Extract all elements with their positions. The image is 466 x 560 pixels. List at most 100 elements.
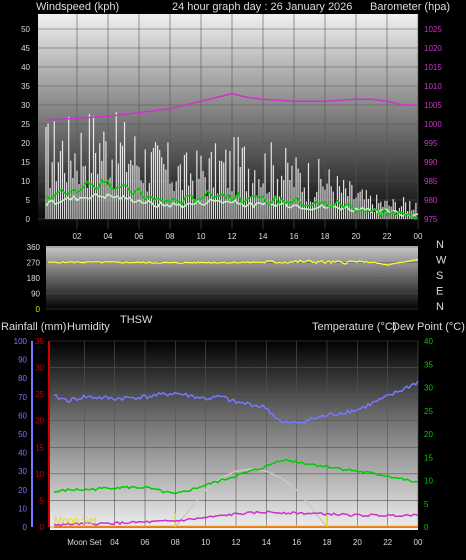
- moon-set-label: Moon Set: [54, 516, 97, 527]
- lower-x-tick-label: 12: [232, 538, 241, 547]
- temperature-tick-label: 25: [424, 407, 433, 416]
- wind-tick-label: 5: [26, 196, 31, 205]
- barometer-tick-label: 1010: [424, 82, 442, 91]
- lower-gridlines: [50, 340, 419, 528]
- temperature-tick-label: 40: [424, 337, 433, 346]
- barometer-tick-label: 985: [424, 177, 438, 186]
- barometer-tick-label: 990: [424, 158, 438, 167]
- wind-x-tick-label: 22: [383, 232, 392, 241]
- barometer-line: [45, 92, 418, 121]
- wind-tick-label: 35: [21, 82, 30, 91]
- dew-point-axis-label: Dew Point (°C): [392, 321, 465, 333]
- temperature-axis-label: Temperature (°C): [312, 321, 396, 333]
- compass-letter: N: [436, 239, 444, 251]
- compass-letter: E: [436, 286, 443, 298]
- wind-tick-label: 30: [21, 101, 30, 110]
- barometer-axis-label: Barometer (hpa): [370, 1, 450, 13]
- rainfall-tick-label: 35: [35, 337, 44, 346]
- humidity-tick-label: 50: [18, 430, 27, 439]
- barometer-tick-label: 975: [424, 215, 438, 224]
- wind-tick-label: 10: [21, 177, 30, 186]
- thsw-label: THSW: [120, 314, 153, 326]
- barometer-tick-label: 980: [424, 196, 438, 205]
- temperature-tick-label: 35: [424, 360, 433, 369]
- rainfall-axis-label: Rainfall (mm): [1, 321, 66, 333]
- barometer-tick-label: 1005: [424, 101, 442, 110]
- wind-tick-label: 0: [26, 215, 31, 224]
- barometer-tick-label: 1025: [424, 25, 442, 34]
- compass-letter: W: [436, 255, 447, 267]
- rainfall-tick-label: 15: [35, 443, 44, 452]
- wind-axis-ticks: 0 5 10 15 20 25 30 35 40 45 50: [21, 25, 30, 224]
- wind-x-tick-label: 06: [135, 232, 144, 241]
- lower-x-tick-label: 08: [171, 538, 180, 547]
- humidity-tick-label: 40: [18, 449, 27, 458]
- humidity-line: [53, 380, 419, 425]
- lower-x-tick-label: Moon Set: [67, 538, 102, 547]
- wind-tick-label: 20: [21, 139, 30, 148]
- wind-x-ticks: 02 04 06 08 10 12 14 16 18 20 22 00: [73, 232, 423, 241]
- wind-lull-line: [45, 192, 419, 218]
- lower-x-tick-label: 18: [323, 538, 332, 547]
- temperature-tick-label: 15: [424, 453, 433, 462]
- direction-tick-label: 180: [27, 274, 41, 283]
- direction-series: [47, 258, 419, 266]
- lower-x-tick-label: 10: [201, 538, 210, 547]
- dew-point-line: [53, 510, 419, 527]
- direction-axis-ticks: 0 90 180 270 360: [27, 243, 41, 314]
- wind-x-tick-label: 00: [414, 232, 423, 241]
- direction-tick-label: 270: [27, 259, 41, 268]
- wind-x-tick-label: 14: [259, 232, 268, 241]
- lower-x-ticks: Moon Set 04 06 08 10 12 14 16 18 20 22 00: [67, 538, 423, 547]
- barometer-tick-label: 1020: [424, 44, 442, 53]
- temperature-line: [53, 458, 418, 495]
- rainfall-tick-label: 0: [40, 523, 45, 532]
- direction-tick-label: 0: [36, 305, 41, 314]
- temperature-tick-label: 5: [424, 500, 429, 509]
- lower-x-tick-label: 20: [353, 538, 362, 547]
- humidity-tick-label: 60: [18, 411, 27, 420]
- wind-series: [45, 92, 419, 220]
- temperature-tick-label: 10: [424, 477, 433, 486]
- barometer-tick-label: 1015: [424, 63, 442, 72]
- humidity-tick-label: 80: [18, 374, 27, 383]
- lower-x-tick-label: 04: [110, 538, 119, 547]
- wind-tick-label: 50: [21, 25, 30, 34]
- compass-letter: S: [436, 270, 443, 282]
- lower-x-tick-label: 22: [383, 538, 392, 547]
- lower-x-tick-label: 16: [292, 538, 301, 547]
- humidity-tick-label: 90: [18, 356, 27, 365]
- rainfall-tick-label: 10: [35, 470, 44, 479]
- humidity-tick-label: 70: [18, 393, 27, 402]
- temperature-tick-label: 20: [424, 430, 433, 439]
- humidity-axis-label: Humidity: [67, 321, 110, 333]
- wind-x-tick-label: 18: [321, 232, 330, 241]
- lower-x-tick-label: 00: [414, 538, 423, 547]
- wind-average-line: [45, 178, 419, 220]
- compass-letter: N: [436, 301, 444, 313]
- rainfall-tick-label: 30: [35, 364, 44, 373]
- barometer-tick-label: 995: [424, 139, 438, 148]
- wind-tick-label: 15: [21, 158, 30, 167]
- rainfall-tick-label: 5: [40, 496, 45, 505]
- humidity-tick-label: 10: [18, 504, 27, 513]
- humidity-tick-label: 0: [23, 523, 28, 532]
- lower-plot-background: [50, 340, 418, 530]
- wind-x-tick-label: 04: [104, 232, 113, 241]
- humidity-tick-label: 20: [18, 486, 27, 495]
- humidity-tick-label: 100: [14, 337, 28, 346]
- wind-x-tick-label: 16: [290, 232, 299, 241]
- rainfall-tick-label: 25: [35, 390, 44, 399]
- rainfall-tick-label: 20: [35, 417, 44, 426]
- lower-x-tick-label: 06: [141, 538, 150, 547]
- wind-x-tick-label: 12: [228, 232, 237, 241]
- wind-x-tick-label: 02: [73, 232, 82, 241]
- temperature-humidity-panel: 0102030405060708090100051015202530350510…: [1, 314, 465, 547]
- wind-x-tick-label: 08: [166, 232, 175, 241]
- lower-x-tick-label: 14: [262, 538, 271, 547]
- wind-tick-label: 40: [21, 63, 30, 72]
